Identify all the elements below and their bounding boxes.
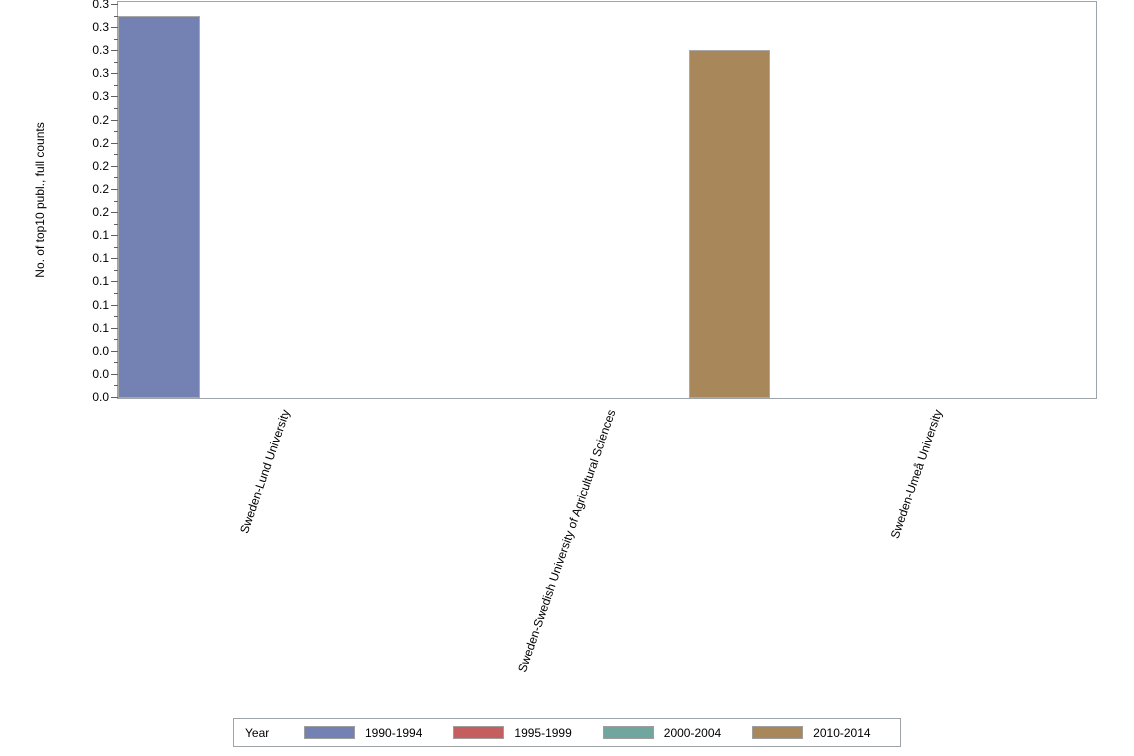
- legend: Year 1990-1994 1995-1999 2000-2004 2010-201…: [233, 718, 901, 747]
- y-axis-minor-tick: [114, 316, 118, 318]
- y-axis-tick-label: 0.2: [92, 135, 109, 150]
- y-axis-major-tick: [111, 397, 118, 398]
- y-axis-minor-tick: [114, 108, 118, 110]
- y-axis-minor-tick: [114, 246, 118, 248]
- y-axis-minor-tick: [114, 269, 118, 271]
- y-axis-tick-label: 0.1: [92, 228, 109, 243]
- y-axis-minor-tick: [114, 385, 118, 387]
- y-axis-major-tick: [111, 142, 118, 144]
- x-axis-category-label: Sweden-Lund University: [237, 407, 293, 536]
- y-axis-minor-tick: [114, 223, 118, 225]
- y-axis-major-tick: [111, 27, 118, 29]
- y-axis-tick-label: 0.0: [92, 343, 109, 358]
- x-axis-category-label: Sweden-Umeå University: [887, 407, 945, 541]
- bar: [688, 50, 770, 398]
- y-axis-major-tick: [111, 373, 118, 375]
- y-axis-major-tick: [111, 281, 118, 283]
- y-axis-minor-tick: [114, 177, 118, 179]
- y-axis-minor-tick: [114, 362, 118, 364]
- legend-items: 1990-1994 1995-1999 2000-2004 2010-2014: [304, 726, 871, 740]
- y-axis-tick-label: 0.2: [92, 205, 109, 220]
- legend-swatch: [752, 726, 804, 739]
- y-axis-tick-label: 0.2: [92, 158, 109, 173]
- y-axis-major-tick: [111, 165, 118, 167]
- y-axis-major-tick: [111, 188, 118, 190]
- y-axis-major-tick: [111, 50, 118, 52]
- legend-swatch: [304, 726, 355, 739]
- y-axis-tick-label: 0.2: [92, 112, 109, 127]
- bar: [118, 15, 200, 398]
- y-axis-tick-label: 0.3: [92, 20, 109, 35]
- y-axis-minor-tick: [114, 200, 118, 202]
- legend-item-label: 2010-2014: [813, 725, 871, 740]
- y-axis-tick-label: 0.3: [92, 66, 109, 81]
- legend-title: Year: [245, 725, 270, 740]
- y-axis-tick-label: 0.1: [92, 251, 109, 266]
- x-axis-category-label: Sweden-Swedish University of Agricultura…: [515, 407, 619, 674]
- y-axis-minor-tick: [114, 38, 118, 40]
- plot-area: [117, 1, 1097, 399]
- y-axis-major-tick: [111, 4, 118, 5]
- y-axis-major-tick: [111, 258, 118, 260]
- y-axis-minor-tick: [114, 15, 118, 17]
- y-axis-major-tick: [111, 212, 118, 214]
- legend-item-label: 1990-1994: [365, 725, 423, 740]
- y-axis-minor-tick: [114, 154, 118, 156]
- y-axis-tick-label: 0.0: [92, 390, 109, 404]
- y-axis-major-tick: [111, 119, 118, 121]
- y-axis-tick-label: 0.3: [92, 89, 109, 104]
- legend-swatch: [453, 726, 505, 739]
- y-axis-minor-tick: [114, 292, 118, 294]
- y-axis-tick-label: 0.2: [92, 181, 109, 196]
- y-axis-title: No. of top10 publ., full counts: [33, 122, 47, 278]
- y-axis-tick-label: 0.1: [92, 320, 109, 335]
- y-axis-tick-label: 0.3: [92, 0, 109, 11]
- y-axis-tick-label: 0.1: [92, 274, 109, 289]
- y-axis-major-tick: [111, 73, 118, 75]
- y-axis-tick-label: 0.1: [92, 297, 109, 312]
- y-axis-tick-label: 0.0: [92, 366, 109, 381]
- y-axis-minor-tick: [114, 339, 118, 341]
- legend-swatch: [602, 726, 654, 739]
- y-axis-major-tick: [111, 350, 118, 352]
- y-axis-minor-tick: [114, 131, 118, 133]
- y-axis-tick-label: 0.3: [92, 43, 109, 58]
- y-axis-major-tick: [111, 96, 118, 98]
- legend-item-label: 2000-2004: [663, 725, 722, 740]
- y-axis-major-tick: [111, 327, 118, 329]
- y-axis-major-tick: [111, 304, 118, 306]
- y-axis-minor-tick: [114, 61, 118, 63]
- legend-item-label: 1995-1999: [514, 725, 572, 740]
- y-axis-minor-tick: [114, 84, 118, 86]
- y-axis-major-tick: [111, 235, 118, 237]
